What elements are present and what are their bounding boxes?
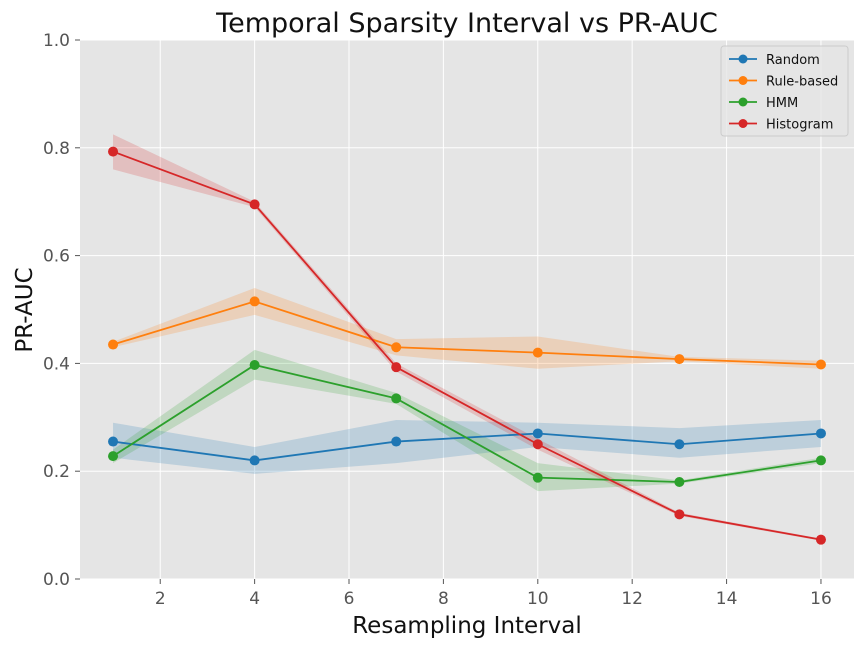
y-tick-label: 0.6 xyxy=(43,247,70,267)
random-point xyxy=(532,428,543,439)
hmm-line xyxy=(112,364,822,483)
hmm-point xyxy=(108,451,119,462)
legend-histogram-label: Histogram xyxy=(766,118,833,133)
histogram-point xyxy=(674,509,685,520)
random-point xyxy=(249,455,260,466)
x-tick-label: 14 xyxy=(716,589,738,609)
rule-based-point xyxy=(249,296,260,307)
random-point xyxy=(391,436,402,447)
rule-based-point xyxy=(532,347,543,358)
x-tick-label: 8 xyxy=(438,589,449,609)
random-point xyxy=(108,436,119,447)
hmm-band xyxy=(113,349,821,492)
legend-random-marker xyxy=(738,54,748,64)
x-tick-label: 6 xyxy=(344,589,355,609)
x-axis: 2 4 6 8 10 12 14 16 xyxy=(155,579,832,609)
histogram-point xyxy=(108,146,119,157)
rule-based-line xyxy=(112,300,821,366)
series-markers xyxy=(108,146,826,545)
legend-hmm-label: HMM xyxy=(766,96,798,111)
histogram-point xyxy=(249,199,260,210)
x-tick-label: 2 xyxy=(155,589,166,609)
x-axis-title: Resampling Interval xyxy=(352,613,582,639)
y-axis: 0.0 0.2 0.4 0.6 0.8 1.0 xyxy=(43,31,80,590)
y-tick-label: 0.2 xyxy=(43,462,70,482)
x-tick-label: 10 xyxy=(527,589,549,609)
series-lines xyxy=(112,150,822,541)
hmm-point xyxy=(815,455,826,466)
hmm-point xyxy=(674,476,685,487)
y-tick-label: 0.8 xyxy=(43,139,70,159)
y-tick-label: 1.0 xyxy=(43,31,70,51)
rule-based-point xyxy=(391,342,402,353)
legend-histogram-marker xyxy=(738,119,748,128)
hmm-point xyxy=(532,472,543,483)
histogram-point xyxy=(391,362,402,373)
random-band xyxy=(113,419,821,474)
legend-hmm-marker xyxy=(738,97,748,107)
legend-rule-based-marker xyxy=(738,76,748,85)
hmm-point xyxy=(249,360,260,371)
rule-based-band xyxy=(113,287,821,369)
histogram-line xyxy=(112,150,822,541)
rule-based-point xyxy=(674,354,685,365)
rule-based-point xyxy=(815,359,826,370)
confidence-bands xyxy=(113,134,821,541)
histogram-band xyxy=(113,134,821,541)
histogram-point xyxy=(815,534,826,545)
x-tick-label: 16 xyxy=(810,589,832,609)
random-point xyxy=(674,439,685,450)
x-tick-label: 12 xyxy=(621,589,643,609)
random-point xyxy=(815,428,826,439)
legend-random-label: Random xyxy=(766,53,820,68)
legend-rule-based-label: Rule-based xyxy=(766,75,838,90)
y-axis-title: PR-AUC xyxy=(12,267,38,352)
y-tick-label: 0.4 xyxy=(43,354,70,374)
legend-box xyxy=(720,45,849,137)
histogram-point xyxy=(532,439,543,450)
legend: Random Rule-based HMM Histogram xyxy=(720,45,849,137)
x-tick-label: 4 xyxy=(249,589,260,609)
rule-based-point xyxy=(108,339,119,350)
y-tick-label: 0.0 xyxy=(43,570,70,590)
hmm-point xyxy=(391,393,402,404)
chart-title: Temporal Sparsity Interval vs PR-AUC xyxy=(215,8,718,39)
